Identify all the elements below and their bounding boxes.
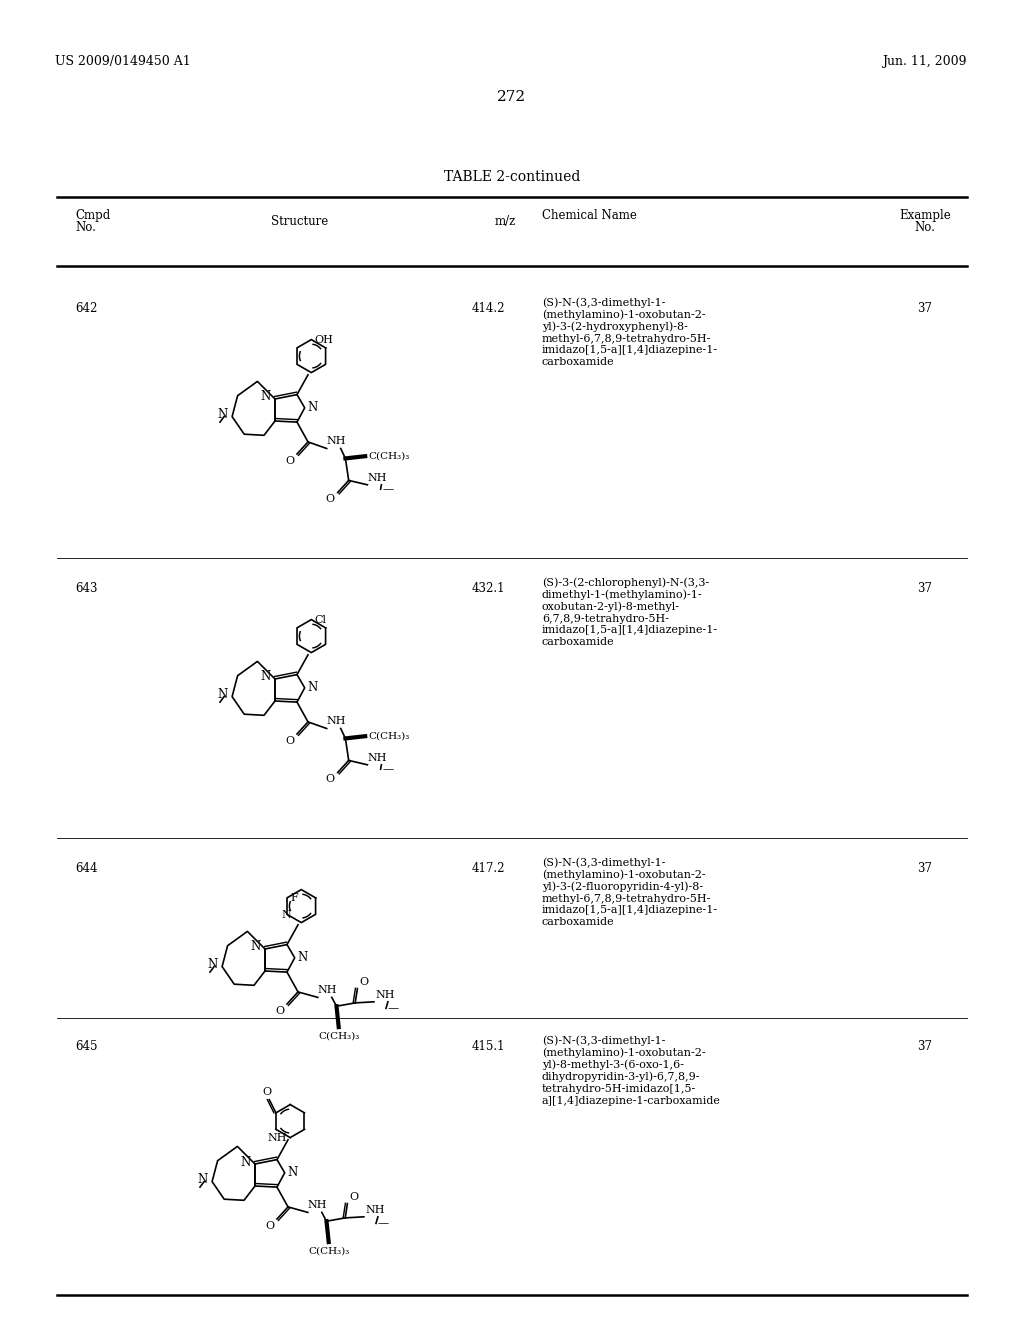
Text: 272: 272 [498,90,526,104]
Text: NH: NH [267,1134,287,1143]
Text: Cl: Cl [314,615,327,624]
Text: N: N [208,958,218,972]
Text: O: O [263,1086,272,1097]
Text: N: N [261,391,271,404]
Text: O: O [285,455,294,466]
Text: O: O [326,775,335,784]
Text: N: N [218,688,228,701]
Text: NH: NH [368,473,387,483]
Text: N: N [241,1155,251,1168]
Text: F: F [290,892,298,903]
Text: N: N [307,681,317,694]
Text: NH: NH [376,990,395,999]
Text: N: N [288,1167,298,1179]
Text: US 2009/0149450 A1: US 2009/0149450 A1 [55,55,190,69]
Text: NH: NH [327,437,346,446]
Text: 37: 37 [918,302,933,315]
Text: —: — [388,1003,399,1014]
Text: (S)-N-(3,3-dimethyl-1-
(methylamino)-1-oxobutan-2-
yl)-3-(2-fluoropyridin-4-yl)-: (S)-N-(3,3-dimethyl-1- (methylamino)-1-o… [542,857,718,927]
Text: 432.1: 432.1 [471,582,505,595]
Text: N: N [251,940,261,953]
Text: C(CH₃)₃: C(CH₃)₃ [369,731,410,741]
Text: Jun. 11, 2009: Jun. 11, 2009 [883,55,967,69]
Text: (S)-N-(3,3-dimethyl-1-
(methylamino)-1-oxobutan-2-
yl)-8-methyl-3-(6-oxo-1,6-
di: (S)-N-(3,3-dimethyl-1- (methylamino)-1-o… [542,1035,721,1106]
Text: —: — [383,764,393,775]
Text: 37: 37 [918,1040,933,1053]
Text: NH: NH [308,1200,328,1210]
Text: 37: 37 [918,582,933,595]
Text: N: N [298,952,308,965]
Text: 415.1: 415.1 [471,1040,505,1053]
Text: 645: 645 [75,1040,97,1053]
Text: Example: Example [899,209,951,222]
Text: NH: NH [366,1205,385,1214]
Text: O: O [285,737,294,746]
Text: (S)-3-(2-chlorophenyl)-N-(3,3-
dimethyl-1-(methylamino)-1-
oxobutan-2-yl)-8-meth: (S)-3-(2-chlorophenyl)-N-(3,3- dimethyl-… [542,577,718,647]
Text: O: O [274,1006,284,1016]
Text: No.: No. [914,220,936,234]
Text: Structure: Structure [271,215,329,228]
Text: 414.2: 414.2 [471,302,505,315]
Text: m/z: m/z [495,215,516,228]
Text: O: O [326,495,335,504]
Text: N: N [218,408,228,421]
Text: NH: NH [327,717,346,726]
Text: No.: No. [75,220,96,234]
Text: N: N [261,671,271,684]
Text: 417.2: 417.2 [471,862,505,875]
Text: N: N [282,909,291,920]
Text: 644: 644 [75,862,97,875]
Text: C(CH₃)₃: C(CH₃)₃ [369,451,410,461]
Text: O: O [349,1192,358,1201]
Text: —: — [383,484,393,494]
Text: Chemical Name: Chemical Name [542,209,637,222]
Text: 642: 642 [75,302,97,315]
Text: NH: NH [317,986,337,995]
Text: 37: 37 [918,862,933,875]
Text: Cmpd: Cmpd [75,209,111,222]
Text: TABLE 2-continued: TABLE 2-continued [443,170,581,183]
Text: C(CH₃)₃: C(CH₃)₃ [308,1246,349,1255]
Text: O: O [359,977,369,986]
Text: N: N [307,401,317,414]
Text: O: O [265,1221,274,1232]
Text: NH: NH [368,752,387,763]
Text: 643: 643 [75,582,97,595]
Text: N: N [198,1173,208,1187]
Text: OH: OH [314,334,333,345]
Text: (S)-N-(3,3-dimethyl-1-
(methylamino)-1-oxobutan-2-
yl)-3-(2-hydroxyphenyl)-8-
me: (S)-N-(3,3-dimethyl-1- (methylamino)-1-o… [542,297,718,367]
Text: —: — [378,1218,389,1229]
Text: C(CH₃)₃: C(CH₃)₃ [318,1031,359,1040]
